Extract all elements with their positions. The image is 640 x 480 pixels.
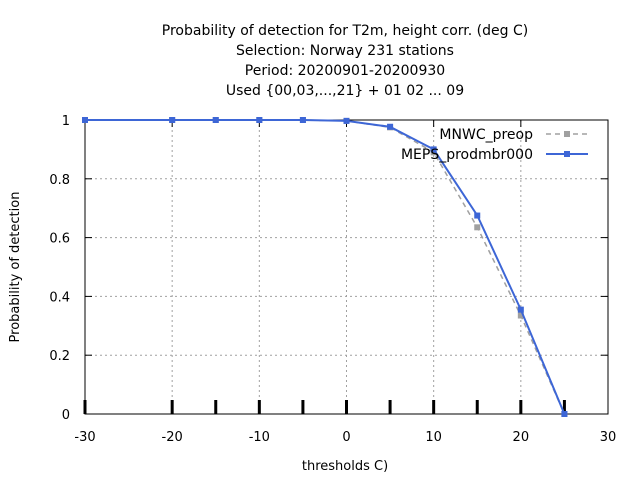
data-point-1 — [387, 123, 394, 130]
x-tick-label: 0 — [342, 430, 350, 445]
data-point-1 — [343, 117, 350, 124]
data-point-1 — [561, 411, 568, 417]
y-tick-label: 0.2 — [49, 349, 70, 364]
chart-title-line: Probability of detection for T2m, height… — [162, 23, 528, 39]
x-axis-label: thresholds C) — [302, 459, 388, 474]
data-point-1 — [430, 146, 437, 153]
data-point-1 — [256, 117, 263, 123]
y-tick-label: 0.8 — [49, 173, 70, 188]
data-point-1 — [517, 306, 524, 313]
data-point-1 — [212, 117, 219, 123]
legend-marker-0 — [564, 131, 570, 137]
y-tick-label: 0.6 — [49, 232, 70, 247]
legend-label-0: MNWC_preop — [439, 127, 533, 143]
y-tick-label: 1 — [62, 114, 70, 129]
data-point-1 — [169, 117, 176, 123]
legend-label-1: MEPS_prodmbr000 — [401, 147, 533, 163]
x-tick-label: -10 — [249, 430, 270, 445]
chart-title-line: Selection: Norway 231 stations — [236, 43, 454, 59]
data-point-1 — [82, 117, 88, 123]
chart-title-line: Used {00,03,...,21} + 01 02 ... 09 — [226, 83, 464, 99]
data-point-0 — [517, 312, 524, 319]
y-tick-label: 0 — [62, 408, 70, 423]
series-line-1 — [85, 119, 566, 415]
data-point-1 — [299, 117, 306, 123]
legend-marker-1 — [564, 151, 570, 157]
chart-title-line: Period: 20200901-20200930 — [245, 63, 445, 79]
y-tick-label: 0.4 — [49, 290, 70, 305]
data-point-0 — [474, 224, 481, 231]
x-tick-label: -30 — [74, 430, 95, 445]
data-point-1 — [474, 212, 481, 219]
x-tick-label: 10 — [425, 430, 442, 445]
x-tick-label: -20 — [162, 430, 183, 445]
x-tick-label: 30 — [600, 430, 617, 445]
x-tick-label: 20 — [513, 430, 530, 445]
y-axis-label: Probability of detection — [8, 192, 23, 343]
series-line-0 — [85, 119, 566, 415]
